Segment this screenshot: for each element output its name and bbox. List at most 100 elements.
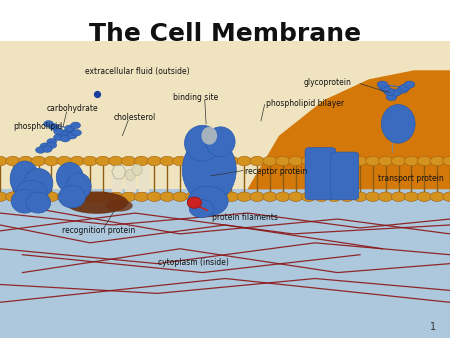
- Circle shape: [160, 156, 174, 166]
- Ellipse shape: [106, 200, 133, 212]
- Circle shape: [327, 156, 342, 166]
- Circle shape: [0, 156, 7, 166]
- Circle shape: [263, 192, 277, 201]
- Circle shape: [108, 156, 123, 166]
- Text: cholesterol: cholesterol: [114, 113, 156, 122]
- Text: cytoplasm (inside): cytoplasm (inside): [158, 258, 229, 267]
- Ellipse shape: [202, 127, 217, 145]
- Ellipse shape: [26, 192, 50, 213]
- Circle shape: [392, 192, 406, 201]
- Ellipse shape: [23, 168, 53, 198]
- Circle shape: [32, 192, 46, 201]
- Circle shape: [237, 192, 252, 201]
- Text: extracellular fluid (outside): extracellular fluid (outside): [85, 67, 189, 76]
- Circle shape: [18, 156, 33, 166]
- Circle shape: [186, 192, 200, 201]
- Circle shape: [443, 156, 450, 166]
- Circle shape: [32, 156, 46, 166]
- Circle shape: [173, 192, 187, 201]
- Circle shape: [250, 156, 264, 166]
- Circle shape: [40, 143, 50, 149]
- Circle shape: [377, 81, 388, 88]
- Circle shape: [327, 192, 342, 201]
- Circle shape: [18, 192, 33, 201]
- Circle shape: [6, 156, 20, 166]
- Ellipse shape: [206, 127, 235, 156]
- Bar: [139, 166, 149, 192]
- Circle shape: [443, 192, 450, 201]
- Circle shape: [160, 192, 174, 201]
- Ellipse shape: [67, 173, 91, 200]
- Ellipse shape: [56, 163, 83, 192]
- Circle shape: [340, 192, 354, 201]
- Circle shape: [314, 156, 328, 166]
- Circle shape: [72, 129, 81, 136]
- Ellipse shape: [10, 161, 40, 197]
- Circle shape: [276, 192, 290, 201]
- Circle shape: [404, 192, 419, 201]
- Circle shape: [366, 156, 380, 166]
- Polygon shape: [112, 166, 126, 179]
- Bar: [0, 41, 450, 189]
- Ellipse shape: [382, 104, 415, 143]
- Ellipse shape: [182, 137, 236, 203]
- Circle shape: [54, 134, 63, 141]
- Text: The Cell Membrane: The Cell Membrane: [89, 22, 361, 46]
- Circle shape: [378, 192, 393, 201]
- Circle shape: [263, 156, 277, 166]
- Bar: [125, 166, 136, 192]
- Circle shape: [108, 192, 123, 201]
- Circle shape: [397, 86, 408, 93]
- Text: recognition protein: recognition protein: [63, 226, 135, 236]
- Circle shape: [122, 156, 136, 166]
- Point: [93, 91, 100, 97]
- Circle shape: [186, 156, 200, 166]
- Circle shape: [44, 156, 58, 166]
- Text: binding site: binding site: [173, 93, 218, 102]
- Circle shape: [404, 156, 419, 166]
- Circle shape: [70, 156, 84, 166]
- Circle shape: [122, 192, 136, 201]
- Bar: [112, 166, 122, 192]
- Bar: [0, 189, 450, 338]
- Ellipse shape: [16, 180, 47, 204]
- Ellipse shape: [188, 186, 228, 216]
- Circle shape: [288, 156, 303, 166]
- Circle shape: [237, 156, 252, 166]
- Circle shape: [276, 156, 290, 166]
- Circle shape: [353, 156, 367, 166]
- Circle shape: [70, 192, 84, 201]
- Ellipse shape: [126, 169, 135, 180]
- Ellipse shape: [11, 189, 38, 213]
- Text: carbohydrate: carbohydrate: [46, 104, 98, 114]
- Circle shape: [83, 156, 97, 166]
- Circle shape: [378, 156, 393, 166]
- Circle shape: [314, 192, 328, 201]
- Circle shape: [54, 128, 63, 135]
- FancyBboxPatch shape: [331, 152, 359, 200]
- Circle shape: [96, 192, 110, 201]
- Circle shape: [302, 192, 316, 201]
- Circle shape: [47, 139, 57, 145]
- Circle shape: [44, 192, 58, 201]
- Circle shape: [404, 81, 415, 88]
- Circle shape: [212, 156, 226, 166]
- Circle shape: [366, 192, 380, 201]
- Text: protein filaments: protein filaments: [212, 213, 278, 222]
- Polygon shape: [248, 166, 284, 189]
- Ellipse shape: [187, 197, 202, 208]
- Circle shape: [6, 192, 20, 201]
- Ellipse shape: [184, 125, 220, 161]
- Circle shape: [250, 192, 264, 201]
- Circle shape: [340, 156, 354, 166]
- Circle shape: [134, 156, 148, 166]
- Ellipse shape: [132, 164, 142, 176]
- Text: glycoprotein: glycoprotein: [304, 78, 352, 87]
- Circle shape: [224, 156, 238, 166]
- Circle shape: [65, 126, 75, 133]
- Circle shape: [57, 192, 72, 201]
- Circle shape: [379, 84, 390, 92]
- Circle shape: [0, 192, 7, 201]
- Circle shape: [47, 142, 57, 148]
- Circle shape: [400, 84, 410, 91]
